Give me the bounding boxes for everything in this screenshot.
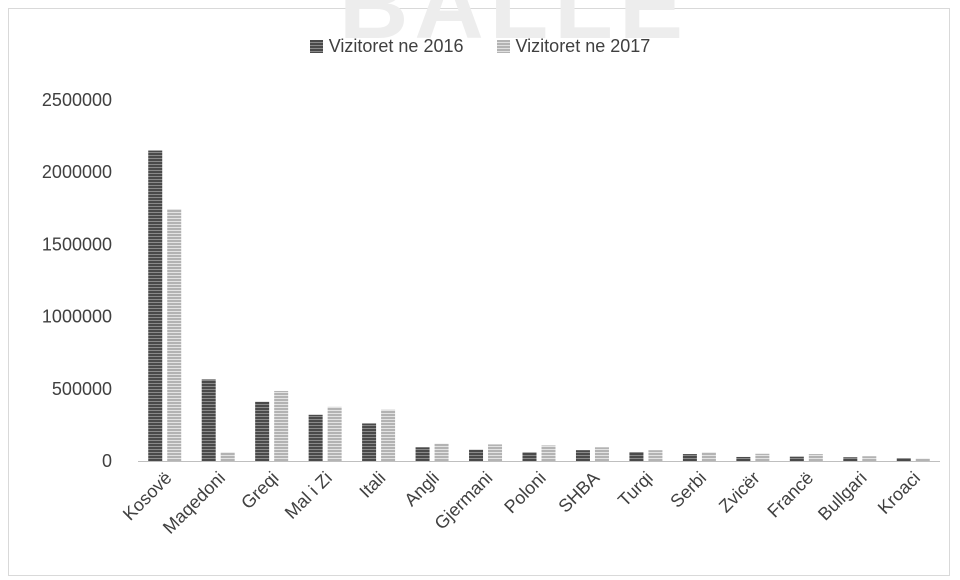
legend: Vizitoret ne 2016 Vizitoret ne 2017: [0, 36, 960, 58]
y-tick-label: 500000: [52, 379, 112, 399]
bar-2016: [415, 447, 430, 461]
x-tick-label: SHBA: [554, 468, 603, 517]
x-tick-label: Serbi: [666, 468, 710, 512]
bar-2017: [648, 450, 663, 461]
bars: [148, 150, 930, 462]
bar-2017: [220, 452, 235, 461]
bar-2017: [915, 458, 930, 461]
bar-2017: [488, 444, 503, 461]
bar-2017: [327, 406, 342, 461]
bar-2016: [201, 379, 216, 461]
x-tick-label: Kroaci: [874, 468, 924, 518]
y-tick-label: 0: [102, 451, 112, 471]
bar-2016: [736, 456, 751, 461]
bar-2017: [701, 452, 716, 461]
y-tick-label: 1500000: [42, 234, 112, 254]
x-tick-label: Itali: [355, 468, 389, 502]
legend-item-2016: Vizitoret ne 2016: [309, 36, 464, 57]
bar-2017: [755, 453, 770, 461]
legend-label-2016: Vizitoret ne 2016: [328, 36, 464, 56]
bar-2017: [434, 443, 449, 461]
x-tick-label: Poloni: [500, 468, 550, 518]
legend-label-2017: Vizitoret ne 2017: [515, 36, 651, 56]
chart-frame: BALLE: [8, 0, 950, 576]
bar-2016: [682, 454, 697, 461]
bar-2016: [255, 401, 270, 461]
bar-2016: [362, 423, 377, 461]
legend-swatch-2016: [309, 40, 323, 53]
bar-2017: [541, 445, 556, 461]
bar-2016: [896, 458, 911, 461]
x-tick-label: Mal i Zi: [281, 468, 336, 523]
bar-2016: [575, 450, 590, 461]
bar-2017: [808, 454, 823, 461]
bar-2017: [594, 447, 609, 461]
x-tick-label: Angli: [400, 468, 442, 510]
y-axis-tick-labels: 0 500000 1000000 1500000 2000000 2500000: [42, 90, 112, 471]
x-tick-label: Zvicër: [715, 468, 764, 517]
bar-2016: [629, 452, 644, 461]
bar-2017: [862, 456, 877, 461]
bar-2017: [167, 209, 182, 461]
bar-2016: [789, 456, 804, 461]
y-tick-label: 2500000: [42, 90, 112, 110]
watermark: BALLE: [339, 0, 689, 59]
bar-2016: [843, 457, 858, 461]
x-tick-label: Turqi: [614, 468, 657, 511]
x-tick-label: Francë: [763, 468, 817, 522]
bar-2016: [148, 150, 163, 462]
y-tick-label: 1000000: [42, 307, 112, 327]
y-tick-label: 2000000: [42, 162, 112, 182]
x-tick-label: Gjermani: [431, 468, 497, 534]
bar-2017: [381, 409, 396, 461]
legend-item-2017: Vizitoret ne 2017: [496, 36, 651, 57]
legend-swatch-2017: [496, 40, 510, 53]
bar-2017: [274, 390, 289, 461]
bar-2016: [469, 449, 484, 461]
x-tick-label: Greqi: [237, 468, 282, 513]
x-tick-label: Bullgari: [814, 468, 871, 525]
bar-2016: [308, 414, 323, 461]
bar-2016: [522, 452, 537, 461]
